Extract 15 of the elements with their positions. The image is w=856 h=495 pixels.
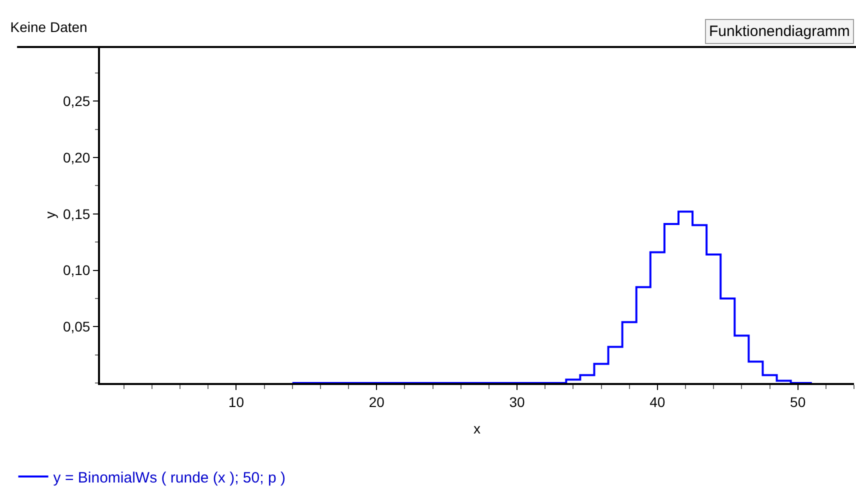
x-tick-label: 30 — [509, 394, 526, 410]
legend-label: y = BinomialWs ( runde (x ); 50; p ) — [53, 469, 286, 486]
y-tick-label: 0,10 — [62, 262, 90, 278]
y-tick-label: 0,05 — [62, 318, 90, 335]
text: Funktionendiagramm — [709, 23, 850, 40]
x-tick-label: 20 — [368, 394, 385, 410]
x-axis-title: x — [474, 420, 480, 437]
x-tick-label: 50 — [790, 394, 806, 410]
x-tick-label: 40 — [650, 394, 666, 410]
y-axis-title: y — [42, 212, 58, 218]
y-tick-label: 0,25 — [62, 93, 90, 110]
x-tick-label: 10 — [228, 394, 244, 410]
y-tick-label: 0,20 — [62, 149, 90, 166]
y-tick-label: 0,15 — [62, 206, 90, 222]
chart-title: Keine Daten — [10, 19, 88, 36]
